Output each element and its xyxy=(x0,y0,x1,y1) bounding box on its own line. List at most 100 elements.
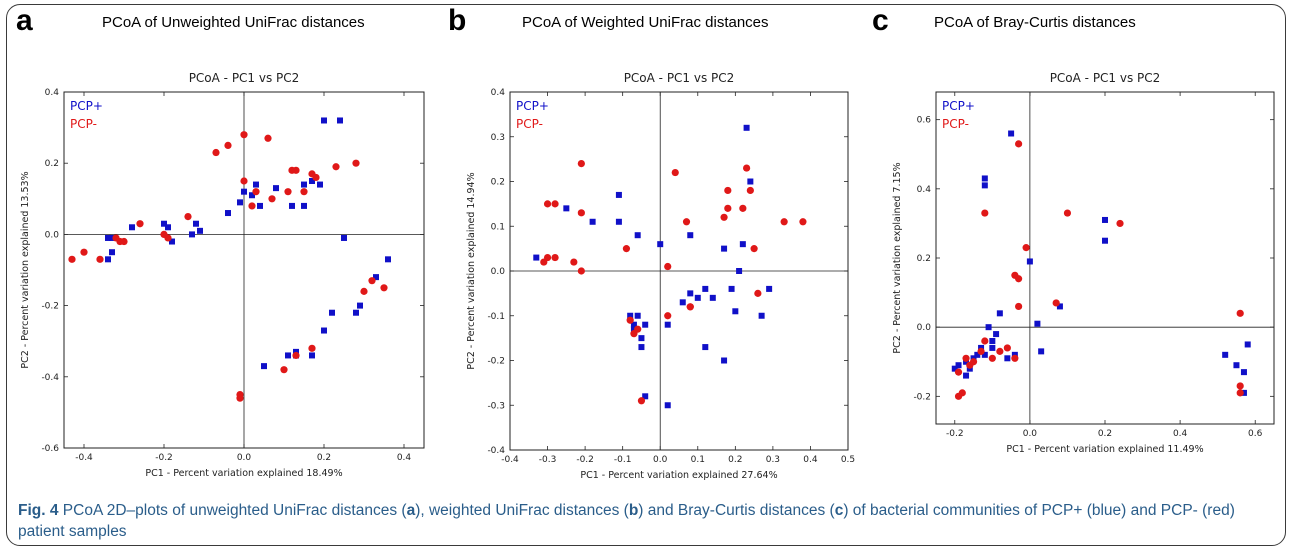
data-point-pcp-plus xyxy=(630,326,637,333)
legend-entry: PCP+ xyxy=(70,99,103,113)
data-point-pcp-plus xyxy=(993,331,1000,338)
data-point-pcp-minus xyxy=(308,344,316,352)
data-point-pcp-plus xyxy=(193,220,199,227)
data-point-pcp-plus xyxy=(664,402,671,409)
data-point-pcp-minus xyxy=(543,200,552,208)
data-point-pcp-minus xyxy=(746,186,754,195)
y-tick-label: -0.4 xyxy=(487,446,505,456)
data-point-pcp-minus xyxy=(184,213,192,221)
data-point-pcp-minus xyxy=(1236,389,1244,397)
data-point-pcp-plus xyxy=(261,363,267,370)
data-point-pcp-plus xyxy=(974,351,981,358)
data-point-pcp-plus xyxy=(679,299,686,306)
data-point-pcp-minus xyxy=(1022,244,1030,252)
data-point-pcp-plus xyxy=(129,224,135,231)
data-point-pcp-plus xyxy=(634,232,641,239)
data-point-pcp-plus xyxy=(1102,237,1108,244)
data-point-pcp-plus xyxy=(189,231,195,238)
data-point-pcp-minus xyxy=(292,166,300,174)
data-point-pcp-plus xyxy=(709,294,716,301)
data-point-pcp-minus xyxy=(750,245,758,253)
data-point-pcp-minus xyxy=(280,366,288,374)
data-point-pcp-minus xyxy=(1003,344,1011,352)
data-point-pcp-minus xyxy=(996,347,1004,355)
caption-text: ) of bacterial communities of PCP+ (blue… xyxy=(18,502,1235,540)
data-point-pcp-minus xyxy=(1011,354,1019,362)
data-point-pcp-minus xyxy=(981,337,989,345)
caption-text: PCoA 2D–plots of unweighted UniFrac dist… xyxy=(58,502,407,519)
data-point-pcp-minus xyxy=(292,351,300,360)
data-point-pcp-minus xyxy=(264,134,272,142)
x-axis-label: PC1 - Percent variation explained 18.49% xyxy=(145,468,342,479)
data-point-pcp-plus xyxy=(309,178,315,184)
y-tick-label: 0.3 xyxy=(491,133,505,143)
data-point-pcp-plus xyxy=(694,294,701,301)
panel-heading: PCoA of Bray-Curtis distances xyxy=(934,14,1136,31)
data-point-pcp-minus xyxy=(622,245,631,253)
data-point-pcp-minus xyxy=(1063,209,1072,217)
y-tick-label: 0.4 xyxy=(917,185,932,195)
data-point-pcp-plus xyxy=(615,218,622,225)
x-axis-label: PC1 - Percent variation explained 11.49% xyxy=(1006,444,1203,455)
data-point-pcp-plus xyxy=(642,393,649,400)
data-point-pcp-plus xyxy=(341,234,347,241)
y-tick-label: 0.6 xyxy=(917,116,932,126)
panel-letter: a xyxy=(16,4,33,37)
data-point-pcp-minus xyxy=(1052,299,1060,307)
data-point-pcp-minus xyxy=(682,218,691,226)
y-tick-label: -0.3 xyxy=(487,401,505,411)
caption-ref-c: c xyxy=(834,502,844,519)
data-point-pcp-plus xyxy=(664,321,671,328)
data-point-pcp-minus xyxy=(577,160,585,168)
y-axis-label: PC2 - Percent variation explained 14.94% xyxy=(466,172,477,369)
x-tick-label: 0.4 xyxy=(397,453,412,463)
data-point-pcp-minus xyxy=(743,164,751,172)
data-point-pcp-plus xyxy=(1244,341,1251,348)
data-point-pcp-minus xyxy=(68,255,76,263)
y-tick-label: -0.2 xyxy=(913,392,931,402)
x-tick-label: 0.6 xyxy=(1248,429,1263,439)
data-point-pcp-minus xyxy=(988,354,996,362)
panel-c: c PCoA of Bray-Curtis distances PCoA - P… xyxy=(872,6,1292,486)
panel-letter: b xyxy=(448,4,467,37)
y-axis-label: PC2 - Percent variation explained 13.53% xyxy=(20,171,31,368)
data-point-pcp-minus xyxy=(577,209,585,217)
data-point-pcp-minus xyxy=(671,168,679,177)
x-tick-label: 0.4 xyxy=(803,455,818,465)
data-point-pcp-plus xyxy=(736,268,743,274)
data-point-pcp-plus xyxy=(963,372,970,379)
data-point-pcp-plus xyxy=(109,234,115,241)
data-point-pcp-minus xyxy=(248,202,256,210)
legend-entry: PCP- xyxy=(516,117,543,131)
y-tick-label: 0.0 xyxy=(491,267,506,277)
data-point-pcp-plus xyxy=(1034,320,1041,327)
data-point-pcp-plus xyxy=(285,352,291,359)
data-point-pcp-plus xyxy=(642,321,649,328)
x-tick-label: 0.1 xyxy=(691,455,705,465)
data-point-pcp-minus xyxy=(720,213,728,221)
data-point-pcp-plus xyxy=(169,238,175,245)
y-tick-label: 0.2 xyxy=(45,159,59,169)
data-point-pcp-plus xyxy=(981,182,988,189)
data-point-pcp-plus xyxy=(563,205,570,212)
data-point-pcp-plus xyxy=(627,312,634,319)
data-point-pcp-minus xyxy=(332,163,340,171)
data-point-pcp-plus xyxy=(533,254,540,261)
x-tick-label: -0.3 xyxy=(539,455,557,465)
data-point-pcp-minus xyxy=(120,237,128,246)
data-point-pcp-plus xyxy=(721,357,728,364)
data-point-pcp-plus xyxy=(329,309,335,316)
y-tick-label: 0.4 xyxy=(45,88,60,98)
data-point-pcp-plus xyxy=(732,308,739,315)
y-tick-label: 0.2 xyxy=(917,254,931,264)
data-point-pcp-minus xyxy=(977,347,985,355)
x-tick-label: -0.4 xyxy=(501,455,519,465)
data-point-pcp-minus xyxy=(352,159,360,167)
x-tick-label: -0.2 xyxy=(155,453,173,463)
data-point-pcp-minus xyxy=(240,131,248,139)
y-tick-label: -0.6 xyxy=(41,444,59,454)
data-point-pcp-plus xyxy=(309,352,315,359)
data-point-pcp-plus xyxy=(289,202,295,209)
figure-caption: Fig. 4 PCoA 2D–plots of unweighted UniFr… xyxy=(18,500,1274,542)
data-point-pcp-plus xyxy=(702,285,709,292)
